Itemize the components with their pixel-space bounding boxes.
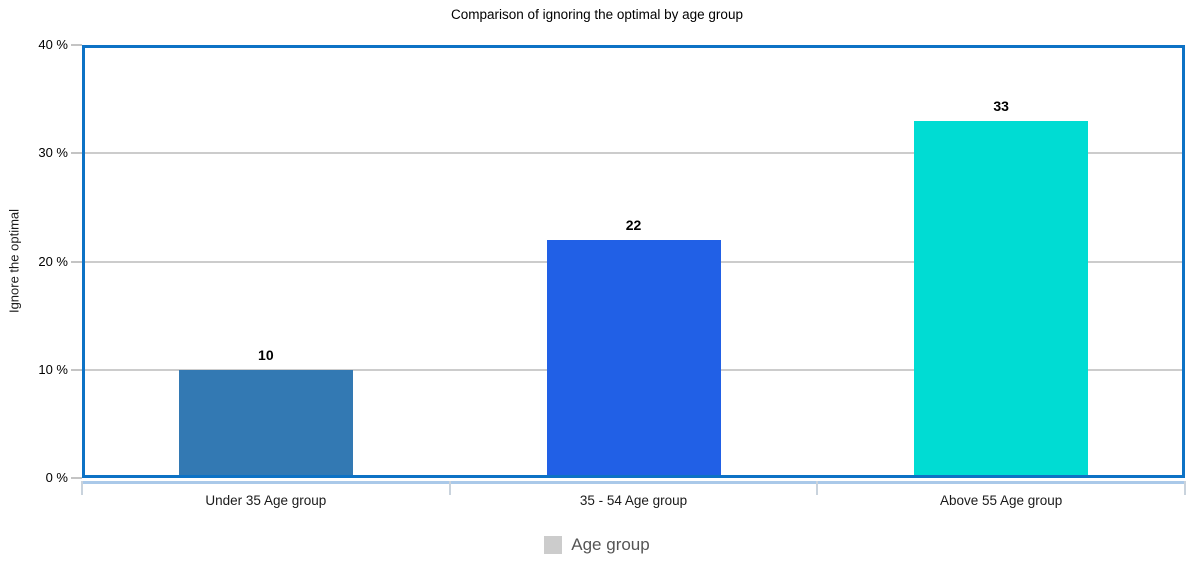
legend: Age group: [0, 535, 1194, 555]
legend-swatch: [544, 536, 563, 554]
x-boundary-tick: [448, 481, 451, 495]
x-boundary-tick: [816, 481, 819, 495]
chart-title: Comparison of ignoring the optimal by ag…: [451, 7, 743, 22]
x-boundary-tick: [1184, 481, 1186, 495]
y-tick-label: 10 %: [38, 361, 68, 377]
y-tick-mark: [71, 260, 82, 263]
bar[interactable]: [546, 239, 721, 475]
y-tick-mark: [71, 152, 82, 155]
bar[interactable]: [914, 120, 1089, 475]
x-category-label: Above 55 Age group: [939, 493, 1063, 508]
y-tick-mark: [71, 477, 82, 479]
y-tick-label: 20 %: [38, 253, 68, 269]
gridline: [85, 152, 1182, 155]
bar-value-label: 22: [625, 216, 642, 233]
x-category-label: 35 - 54 Age group: [579, 493, 688, 508]
bar[interactable]: [178, 369, 353, 475]
bar-value-label: 33: [993, 97, 1009, 114]
x-boundary-tick: [81, 481, 83, 495]
y-tick-label: 30 %: [38, 145, 68, 161]
y-tick-mark: [71, 368, 82, 371]
x-axis-underline: [82, 481, 1185, 484]
y-tick-label: 40 %: [38, 37, 68, 52]
y-tick-mark: [71, 44, 82, 46]
x-category-label: Under 35 Age group: [205, 493, 327, 508]
y-tick-label: 0 %: [45, 470, 68, 485]
bar-value-label: 10: [258, 346, 274, 363]
legend-label: Age group: [571, 535, 650, 554]
